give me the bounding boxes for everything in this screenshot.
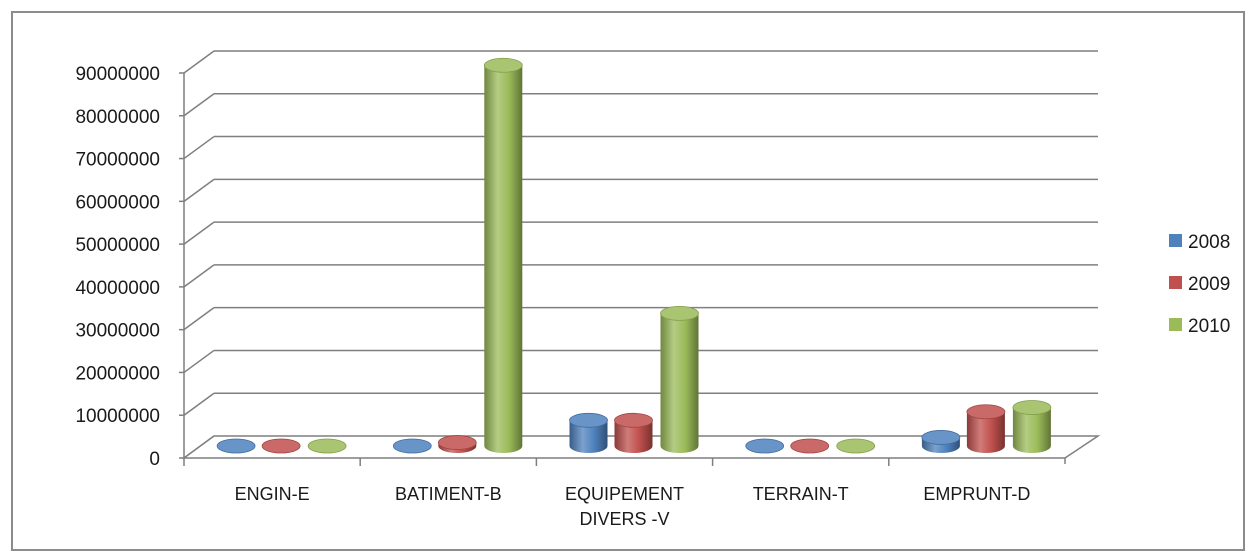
bar-2009-1[interactable]: [261, 438, 301, 454]
gridline-depth: [183, 221, 215, 245]
legend-swatch-2009: [1169, 276, 1182, 289]
y-tick-label: 30000000: [75, 321, 160, 342]
legend-label-2010: 2010: [1188, 316, 1230, 337]
gridline-depth: [183, 264, 215, 288]
y-tick-label: 0: [149, 449, 160, 470]
bar-2010-3[interactable]: [660, 305, 699, 453]
gridline-depth: [183, 93, 215, 117]
bar-2008-5[interactable]: [921, 430, 961, 453]
y-tick-label: 60000000: [75, 192, 160, 213]
bar-2010-5[interactable]: [1012, 400, 1052, 454]
x-tick-label: TERRAIN-T: [753, 484, 849, 504]
y-tick-label: 70000000: [75, 150, 160, 171]
gridline-depth: [183, 178, 215, 202]
bar-2008-1[interactable]: [216, 438, 256, 454]
chart-frame: [11, 11, 1245, 551]
y-tick-label: 80000000: [75, 107, 160, 128]
bar-2008-3[interactable]: [569, 412, 608, 453]
gridline-depth: [183, 392, 215, 416]
bar-2009-2[interactable]: [437, 435, 477, 453]
gridline-depth: [183, 50, 215, 74]
x-tick-label: BATIMENT-B: [395, 484, 502, 504]
legend-label-2008: 2008: [1188, 232, 1230, 253]
bar-2009-3[interactable]: [614, 412, 653, 453]
legend-label-2009: 2009: [1188, 274, 1230, 295]
x-tick-label: DIVERS -V: [579, 509, 669, 529]
y-tick-label: 50000000: [75, 235, 160, 256]
bar-2008-2[interactable]: [392, 438, 432, 454]
legend-swatch-2008: [1169, 234, 1182, 247]
gridline-depth: [183, 307, 215, 331]
bar-2010-2[interactable]: [483, 57, 523, 454]
bar-2008-4[interactable]: [745, 438, 785, 454]
gridline-depth: [183, 349, 215, 374]
bar-2010-1[interactable]: [307, 438, 347, 454]
y-tick-label: 20000000: [75, 363, 160, 384]
y-tick-label: 90000000: [75, 64, 160, 85]
x-tick-label: EMPRUNT-D: [923, 484, 1030, 504]
bar-2009-5[interactable]: [966, 404, 1006, 453]
x-tick-label: EQUIPEMENT: [565, 484, 684, 504]
bar-2010-4[interactable]: [836, 438, 876, 454]
y-tick-label: 40000000: [75, 278, 160, 299]
bar-2009-4[interactable]: [790, 438, 830, 454]
y-tick-label: 10000000: [75, 406, 160, 427]
legend-swatch-2010: [1169, 318, 1182, 331]
gridline-depth: [183, 135, 215, 160]
x-tick-label: ENGIN-E: [235, 484, 310, 504]
